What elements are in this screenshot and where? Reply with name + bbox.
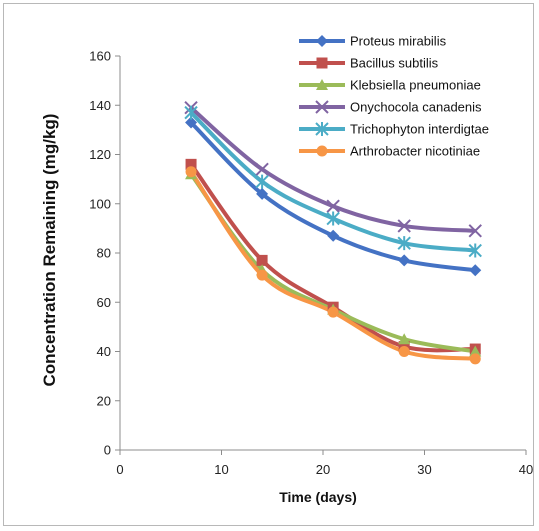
data-point bbox=[468, 243, 482, 258]
legend-swatch-marker bbox=[315, 100, 329, 114]
data-point bbox=[469, 353, 481, 365]
x-tick-label: 20 bbox=[316, 462, 330, 477]
legend-label: Arthrobacter nicotiniae bbox=[350, 144, 480, 159]
data-point bbox=[184, 105, 198, 120]
x-tick-label: 10 bbox=[214, 462, 228, 477]
legend-label: Klebsiella pneumoniae bbox=[350, 78, 481, 93]
data-point bbox=[326, 211, 340, 226]
axes: 0 20 40 60 80 100 120 140 160 0 10 20 30 40 bbox=[89, 49, 533, 478]
y-tick-label: 40 bbox=[97, 344, 111, 359]
series-layer bbox=[184, 101, 482, 365]
data-point bbox=[398, 346, 410, 357]
legend-swatch-marker bbox=[316, 79, 328, 90]
y-tick-label: 160 bbox=[89, 49, 111, 64]
series-line bbox=[189, 163, 476, 353]
x-tick-label: 0 bbox=[116, 462, 123, 477]
legend: Proteus mirabilis Bacillus subtilis Klebsi… bbox=[299, 34, 489, 159]
legend-swatch-marker bbox=[315, 122, 329, 136]
y-tick-label: 120 bbox=[89, 147, 111, 162]
data-point bbox=[468, 224, 482, 238]
legend-swatch-marker bbox=[316, 35, 328, 47]
data-point bbox=[327, 306, 339, 318]
data-point bbox=[185, 166, 197, 178]
y-tick-label: 80 bbox=[97, 246, 111, 261]
y-tick-label: 140 bbox=[89, 98, 111, 113]
data-point bbox=[398, 333, 411, 345]
x-axis-title: Time (days) bbox=[279, 489, 357, 505]
data-point bbox=[398, 254, 411, 267]
legend-label: Trichophyton interdigtae bbox=[350, 122, 489, 137]
y-tick-label: 100 bbox=[89, 196, 111, 211]
data-point bbox=[256, 269, 268, 281]
data-point bbox=[255, 174, 269, 189]
data-point bbox=[326, 199, 340, 213]
legend-label: Bacillus subtilis bbox=[350, 56, 439, 71]
x-tick-label: 40 bbox=[519, 462, 533, 477]
data-point bbox=[469, 345, 482, 357]
x-tick-label: 30 bbox=[417, 462, 431, 477]
series-line bbox=[189, 173, 476, 354]
data-point bbox=[185, 116, 198, 129]
data-point bbox=[397, 219, 411, 233]
y-tick-label: 60 bbox=[97, 295, 111, 310]
legend-swatch-marker bbox=[316, 145, 328, 157]
y-axis-title: Concentration Remaining (mg/kg) bbox=[40, 114, 59, 387]
data-point bbox=[469, 264, 482, 277]
y-tick-label: 20 bbox=[97, 393, 111, 408]
data-point bbox=[397, 236, 411, 251]
legend-label: Onychocola canadenis bbox=[350, 100, 482, 115]
data-point bbox=[327, 229, 340, 242]
y-tick-label: 0 bbox=[104, 443, 111, 458]
data-point bbox=[185, 158, 197, 170]
legend-swatch-marker bbox=[316, 57, 328, 69]
legend-label: Proteus mirabilis bbox=[350, 34, 447, 49]
data-point bbox=[256, 187, 269, 200]
data-point bbox=[256, 254, 268, 266]
data-point bbox=[255, 162, 269, 176]
